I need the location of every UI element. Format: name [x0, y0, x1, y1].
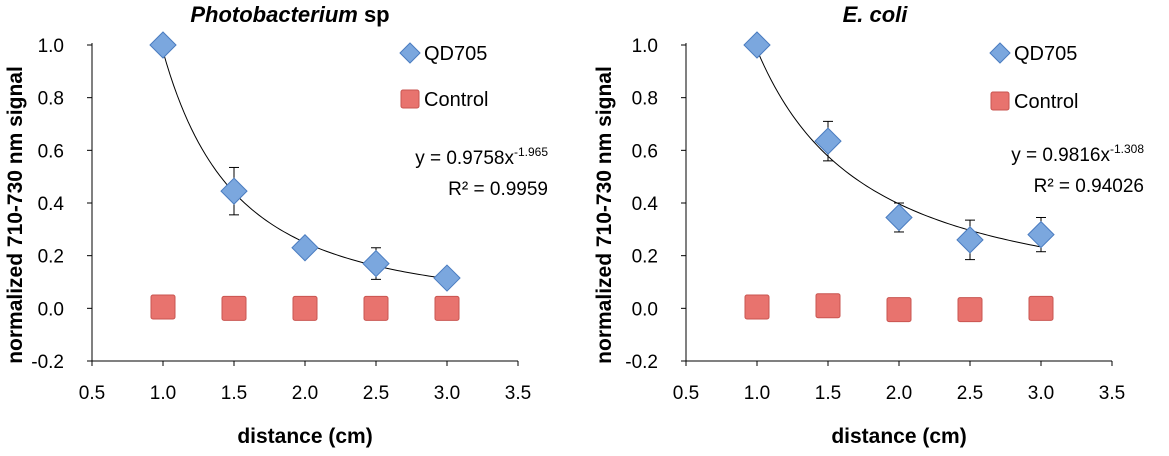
- data-point-control: [744, 294, 770, 320]
- data-point-control: [1028, 295, 1054, 321]
- y-tick-label: 1.0: [632, 36, 658, 57]
- x-tick-label: 1.5: [815, 383, 841, 404]
- trendline-equation: y = 0.9758x-1.965: [415, 145, 548, 169]
- legend: QD705 Control: [989, 42, 1078, 113]
- legend-marker-qd705: [989, 42, 1011, 64]
- series-control: [150, 294, 460, 321]
- trendline-equation: y = 0.9816x-1.308: [1011, 142, 1144, 166]
- data-point-control: [434, 295, 460, 321]
- trendline-equation-base: y = 0.9816x: [1011, 145, 1110, 166]
- y-tick-label: 0.6: [38, 141, 64, 162]
- y-tick-label: 0.2: [38, 247, 64, 268]
- legend-marker-qd705: [399, 42, 421, 64]
- chart-title-main: E. coli: [843, 2, 909, 27]
- x-tick-label: 2.0: [886, 383, 912, 404]
- data-point-qd705: [1027, 220, 1055, 249]
- data-point-control: [886, 297, 912, 323]
- y-tick-label: -0.2: [31, 352, 64, 373]
- data-point-qd705: [885, 203, 913, 232]
- y-tick-label: 0.0: [632, 299, 658, 320]
- x-tick-label: 1.0: [150, 383, 176, 404]
- data-point-qd705: [149, 31, 177, 59]
- x-tick-label: 3.0: [434, 383, 460, 404]
- legend-label-control: Control: [1014, 91, 1078, 113]
- trendline-equation-exponent: -1.308: [1110, 142, 1144, 156]
- series-qd705: [743, 31, 1055, 261]
- x-tick-label: 3.0: [1028, 383, 1054, 404]
- y-tick-label: 0.8: [632, 89, 658, 110]
- legend: QD705 Control: [399, 42, 488, 111]
- trendline-equation-base: y = 0.9758x: [415, 148, 514, 169]
- legend-marker-control: [990, 91, 1010, 111]
- y-tick-label: 0.0: [38, 299, 64, 320]
- y-tick-label: -0.2: [625, 352, 658, 373]
- data-point-control: [815, 293, 841, 319]
- legend-label-control: Control: [424, 89, 488, 111]
- x-tick-label: 3.5: [1099, 383, 1125, 404]
- x-tick-label: 2.5: [363, 383, 389, 404]
- legend-label-qd705: QD705: [1014, 43, 1077, 65]
- y-tick-label: 0.8: [38, 89, 64, 110]
- y-tick-label: 1.0: [38, 36, 64, 57]
- data-point-qd705: [220, 177, 248, 205]
- data-point-control: [292, 295, 318, 321]
- data-point-control: [957, 297, 983, 323]
- series-control: [744, 293, 1054, 323]
- y-tick-label: 0.2: [632, 247, 658, 268]
- chart-title-suffix: sp: [358, 2, 390, 27]
- y-tick-label: 0.4: [38, 194, 65, 215]
- legend-marker-control: [400, 89, 420, 109]
- chart-title: E. coli: [843, 2, 909, 27]
- y-axis-label: normalized 710-730 nm signal: [593, 66, 616, 364]
- data-point-qd705: [814, 127, 842, 155]
- data-point-qd705: [743, 31, 771, 59]
- data-point-qd705: [291, 234, 319, 262]
- series-qd705: [149, 31, 461, 292]
- chart-title: Photobacterium sp: [190, 2, 389, 27]
- data-point-control: [221, 295, 247, 321]
- x-tick-label: 1.0: [744, 383, 770, 404]
- x-tick-label: 3.5: [505, 383, 531, 404]
- data-point-qd705: [956, 226, 984, 254]
- trendline-r-squared: R² = 0.94026: [1034, 176, 1144, 197]
- x-tick-label: 0.5: [673, 383, 699, 404]
- x-axis-label: distance (cm): [831, 425, 966, 448]
- x-tick-label: 2.5: [957, 383, 983, 404]
- x-tick-label: 1.5: [221, 383, 247, 404]
- trendline-r-squared: R² = 0.9959: [448, 179, 548, 200]
- data-point-control: [363, 295, 389, 321]
- y-tick-label: 0.4: [632, 194, 659, 215]
- y-tick-label: 0.6: [632, 141, 658, 162]
- trendline-equation-exponent: -1.965: [514, 145, 548, 159]
- chart-panel-2: E. coli 0.5 1.0 1.5 2.0 2.5 3.0 3.5 -0.2 0.0 0.2 0.…: [593, 2, 1144, 448]
- legend-label-qd705: QD705: [424, 43, 487, 65]
- x-tick-label: 2.0: [292, 383, 318, 404]
- x-tick-label: 0.5: [79, 383, 105, 404]
- data-point-qd705: [433, 264, 461, 292]
- chart-panel-1: Photobacterium sp 0.5 1.0 1.5 2.0 2.5 3.0 3.5 -0…: [4, 2, 548, 448]
- data-point-qd705: [362, 249, 390, 278]
- data-point-control: [150, 294, 176, 320]
- y-axis-label: normalized 710-730 nm signal: [4, 66, 27, 364]
- chart-title-main: Photobacterium: [190, 2, 357, 27]
- x-axis-label: distance (cm): [237, 425, 372, 448]
